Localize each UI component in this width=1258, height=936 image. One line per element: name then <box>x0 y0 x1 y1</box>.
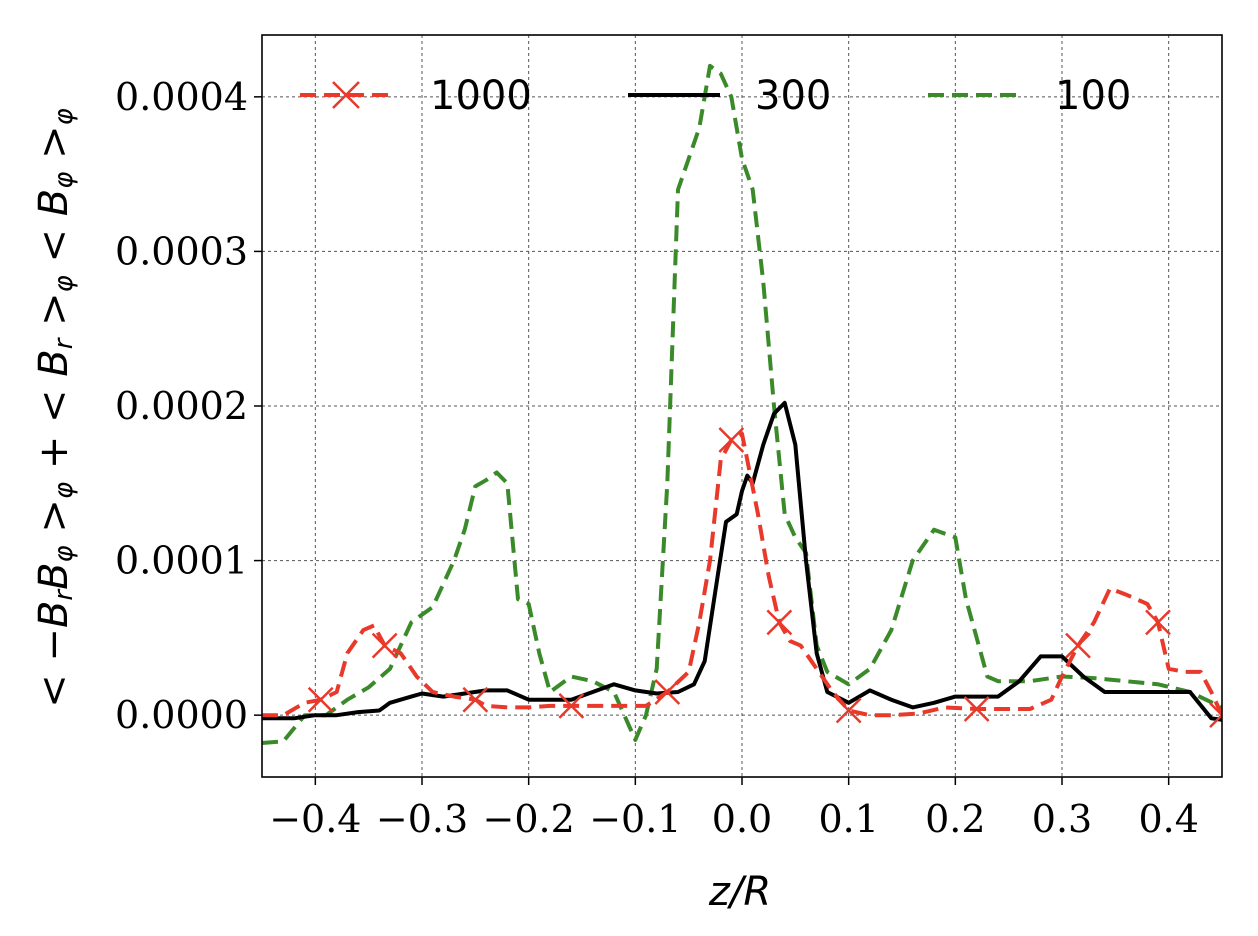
legend-label: 1000 <box>430 73 532 119</box>
series-marker-1000 <box>1065 632 1091 659</box>
series-line-300 <box>262 400 1222 722</box>
x-axis-label: z/R <box>708 869 771 915</box>
series-marker-1000 <box>558 693 585 719</box>
series-1000 <box>262 427 1222 729</box>
y-tick-label: 0.0002 <box>115 384 248 428</box>
series-marker-1000 <box>1209 702 1222 729</box>
series-marker-1000 <box>307 686 334 713</box>
x-tick-label: −0.4 <box>269 797 361 841</box>
x-axis: −0.4 −0.3 −0.2 −0.1 0.0 0.1 0.2 0.3 0.4 <box>269 777 1199 841</box>
series-marker-1000 <box>718 427 745 453</box>
series-layer <box>262 63 1222 745</box>
series-300 <box>262 400 1222 722</box>
legend-label: 100 <box>1055 73 1131 119</box>
series-marker-1000 <box>462 686 489 713</box>
legend-item-1000: 1000 <box>300 73 532 119</box>
svg-text:< −BrBφ >φ + < Br >φ < Bφ >φ: < −BrBφ >φ + < Br >φ < Bφ >φ <box>31 108 79 708</box>
series-marker-1000 <box>766 609 793 636</box>
y-axis-label: < −BrBφ >φ + < Br >φ < Bφ >φ <box>31 108 79 708</box>
x-tick-label: −0.1 <box>589 797 681 841</box>
legend: 1000 300 100 <box>300 73 1131 119</box>
series-marker-1000 <box>1145 609 1171 636</box>
x-tick-label: 0.4 <box>1138 797 1198 841</box>
x-tick-label: 0.3 <box>1032 797 1092 841</box>
series-line-1000 <box>262 431 1222 718</box>
x-tick-label: 0.0 <box>712 797 772 841</box>
series-marker-1000 <box>963 696 990 722</box>
y-tick-label: 0.0004 <box>115 75 248 119</box>
x-tick-label: −0.2 <box>483 797 575 841</box>
series-marker-1000 <box>835 697 862 724</box>
legend-item-300: 300 <box>628 73 831 119</box>
y-tick-label: 0.0003 <box>115 229 248 273</box>
series-marker-1000 <box>654 679 681 705</box>
y-tick-label: 0.0000 <box>115 693 248 737</box>
legend-label: 300 <box>755 73 831 119</box>
y-tick-label: 0.0001 <box>115 539 248 583</box>
legend-marker <box>332 81 360 109</box>
series-marker-1000 <box>371 632 398 659</box>
legend-item-100: 100 <box>928 73 1131 119</box>
x-tick-label: −0.3 <box>376 797 468 841</box>
x-tick-label: 0.1 <box>818 797 878 841</box>
y-axis: 0.0000 0.0001 0.0002 0.0003 0.0004 <box>115 75 262 737</box>
grid <box>262 35 1222 777</box>
x-tick-label: 0.2 <box>925 797 985 841</box>
